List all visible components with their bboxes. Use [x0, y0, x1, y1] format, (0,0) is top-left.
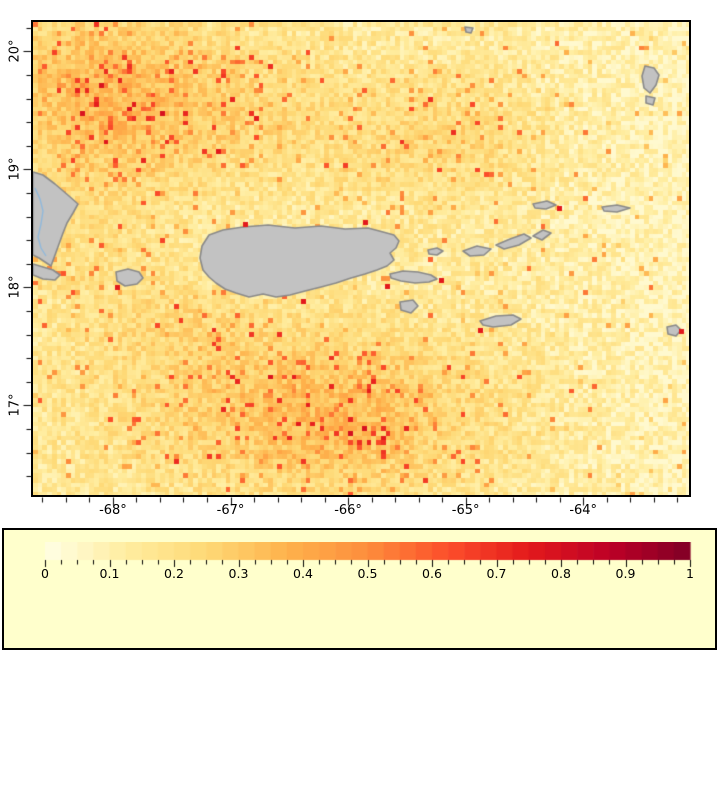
y-tick-label: 20°: [7, 39, 23, 64]
y-tick-label: 17°: [7, 393, 23, 417]
colorbar-tick-label: 0.7: [486, 566, 507, 581]
aod-map-canvas: [33, 22, 689, 495]
map-plot-area: [31, 20, 691, 497]
x-tick-label: -64°: [569, 503, 598, 518]
x-tick-label: -67°: [216, 503, 245, 518]
colorbar-tick-label: 0.2: [164, 566, 184, 581]
x-tick-label: -66°: [334, 503, 362, 518]
y-tick-label: 19°: [7, 157, 23, 181]
colorbar-tick-label: 0.4: [293, 566, 313, 581]
colorbar-tick-label: 0: [41, 566, 49, 581]
colorbar-tick-label: 1: [686, 566, 694, 581]
x-tick-label: -68°: [99, 503, 127, 518]
colorbar-gradient: [42, 542, 693, 569]
y-tick-label: 18°: [7, 275, 23, 299]
colorbar-tick-label: 0.6: [422, 566, 442, 581]
colorbar-tick-label: 0.3: [228, 566, 249, 581]
colorbar-tick-label: 0.1: [99, 566, 120, 581]
colorbar-tick-label: 0.5: [357, 566, 378, 581]
colorbar-tick-label: 0.8: [551, 566, 571, 581]
x-tick-label: -65°: [451, 503, 480, 518]
colorbar-tick-label: 0.9: [615, 566, 636, 581]
